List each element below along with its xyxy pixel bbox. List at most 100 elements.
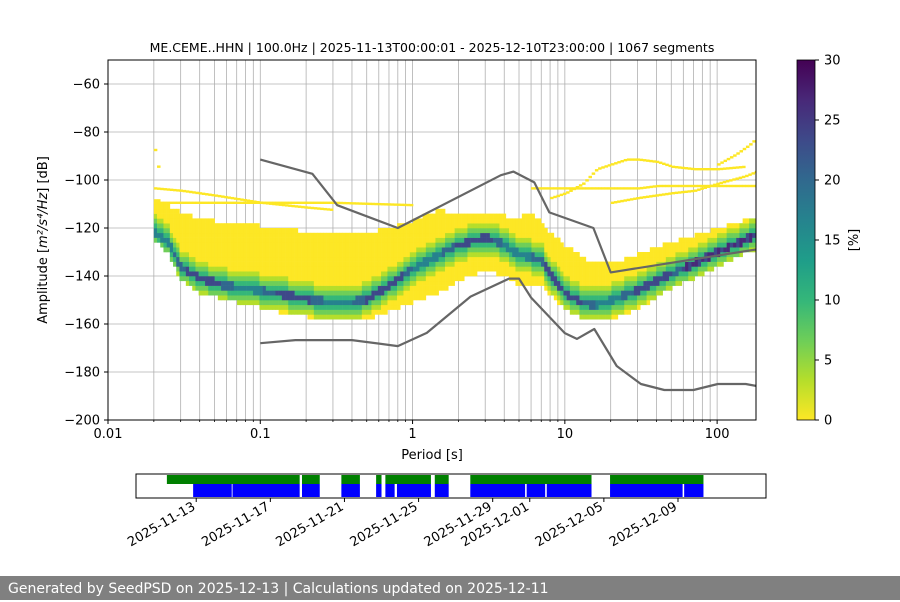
psd-heat-cell bbox=[653, 247, 657, 253]
psd-heat-cell bbox=[576, 252, 580, 258]
psd-heat-cell bbox=[640, 276, 644, 282]
psd-heat-cell bbox=[573, 309, 577, 315]
psd-heat-cell bbox=[205, 223, 209, 229]
psd-heat-cell bbox=[569, 252, 574, 258]
psd-heat-cell bbox=[505, 232, 510, 238]
psd-heat-cell bbox=[531, 266, 535, 272]
psd-heat-cell bbox=[365, 304, 369, 310]
psd-outlier-cell bbox=[217, 194, 222, 198]
psd-outlier-cell bbox=[198, 192, 203, 195]
psd-outlier-cell bbox=[694, 168, 698, 171]
psd-heat-cell bbox=[659, 256, 663, 262]
psd-heat-cell bbox=[733, 252, 737, 258]
psd-heat-cell bbox=[477, 256, 481, 262]
psd-heat-cell bbox=[563, 290, 567, 296]
colorbar-tick-label: 25 bbox=[824, 114, 841, 129]
psd-heat-cell bbox=[361, 232, 366, 238]
psd-heat-cell bbox=[531, 232, 535, 238]
psd-heat-cell bbox=[637, 295, 641, 301]
x-tick-label: 0.1 bbox=[250, 427, 271, 442]
psd-heat-cell bbox=[710, 266, 715, 272]
psd-heat-cell bbox=[470, 237, 475, 243]
psd-heat-cell bbox=[320, 261, 324, 267]
psd-heat-cell bbox=[304, 242, 308, 248]
psd-heat-cell bbox=[544, 237, 548, 243]
psd-heat-cell bbox=[342, 285, 347, 291]
psd-outlier-cell bbox=[278, 201, 283, 204]
psd-heat-cell bbox=[246, 271, 251, 277]
psd-heat-cell bbox=[406, 232, 411, 238]
psd-heat-cell bbox=[425, 252, 430, 258]
psd-heat-cell bbox=[313, 256, 318, 262]
psd-heat-cell bbox=[438, 232, 443, 238]
psd-heat-cell bbox=[397, 232, 401, 238]
psd-outlier-cell bbox=[655, 184, 660, 188]
psd-heat-cell bbox=[672, 256, 676, 262]
psd-heat-cell bbox=[313, 261, 318, 267]
psd-heat-cell bbox=[192, 271, 196, 277]
psd-heat-cell bbox=[313, 242, 318, 248]
psd-heat-cell bbox=[589, 271, 593, 277]
psd-heat-cell bbox=[534, 271, 539, 277]
psd-heat-cell bbox=[205, 266, 209, 272]
psd-heat-cell bbox=[291, 228, 295, 234]
psd-heat-cell bbox=[310, 252, 315, 258]
psd-heat-cell bbox=[326, 285, 331, 291]
psd-heat-cell bbox=[633, 276, 638, 282]
psd-outlier-cell bbox=[278, 203, 283, 206]
psd-heat-cell bbox=[393, 237, 398, 243]
psd-heat-cell bbox=[528, 271, 532, 277]
psd-heat-cell bbox=[227, 247, 231, 253]
psd-heat-cell bbox=[390, 247, 395, 253]
psd-heat-cell bbox=[288, 271, 292, 277]
psd-heat-cell bbox=[704, 237, 708, 243]
psd-heat-cell bbox=[461, 252, 465, 258]
psd-heat-cell bbox=[573, 300, 577, 306]
psd-heat-cell bbox=[355, 304, 359, 310]
psd-heat-cell bbox=[525, 271, 529, 277]
psd-heat-cell bbox=[240, 280, 244, 286]
psd-heat-cell bbox=[342, 266, 347, 272]
psd-heat-cell bbox=[323, 232, 327, 238]
psd-heat-cell bbox=[390, 242, 395, 248]
psd-heat-cell bbox=[502, 228, 507, 234]
psd-heat-cell bbox=[441, 271, 446, 277]
psd-heat-cell bbox=[179, 271, 183, 277]
psd-heat-cell bbox=[179, 223, 183, 229]
psd-heat-cell bbox=[515, 256, 519, 262]
psd-outlier-cell bbox=[735, 177, 739, 180]
psd-heat-cell bbox=[259, 295, 263, 301]
psd-outlier-cell bbox=[323, 207, 327, 211]
psd-heat-cell bbox=[461, 256, 465, 262]
psd-heat-cell bbox=[691, 271, 695, 277]
psd-heat-cell bbox=[630, 280, 635, 286]
psd-segment bbox=[610, 484, 683, 497]
psd-heat-cell bbox=[662, 271, 667, 277]
psd-heat-cell bbox=[585, 314, 590, 320]
psd-heat-cell bbox=[317, 290, 321, 296]
psd-heat-cell bbox=[182, 242, 187, 248]
psd-heat-cell bbox=[352, 304, 356, 310]
psd-heat-cell bbox=[377, 242, 382, 248]
psd-heat-cell bbox=[685, 266, 689, 272]
psd-heat-cell bbox=[403, 271, 407, 277]
psd-heat-cell bbox=[557, 237, 561, 243]
psd-heat-cell bbox=[717, 261, 721, 267]
psd-heat-cell bbox=[313, 290, 318, 296]
psd-heat-cell bbox=[441, 285, 446, 291]
psd-heat-cell bbox=[358, 261, 363, 267]
psd-heat-cell bbox=[512, 242, 516, 248]
psd-heat-cell bbox=[217, 266, 222, 272]
psd-heat-cell bbox=[224, 242, 228, 248]
psd-heat-cell bbox=[185, 261, 190, 267]
psd-heat-cell bbox=[361, 304, 366, 310]
colorbar-tick-label: 30 bbox=[824, 54, 841, 69]
psd-heat-cell bbox=[534, 261, 539, 267]
psd-heat-cell bbox=[361, 285, 366, 291]
psd-heat-cell bbox=[614, 266, 619, 272]
psd-heat-cell bbox=[355, 232, 359, 238]
psd-outlier-cell bbox=[726, 184, 730, 188]
psd-heat-cell bbox=[243, 252, 247, 258]
psd-heat-cell bbox=[493, 223, 497, 229]
x-axis-ticks: 0.01 0.1 1 10 100 bbox=[94, 420, 730, 442]
